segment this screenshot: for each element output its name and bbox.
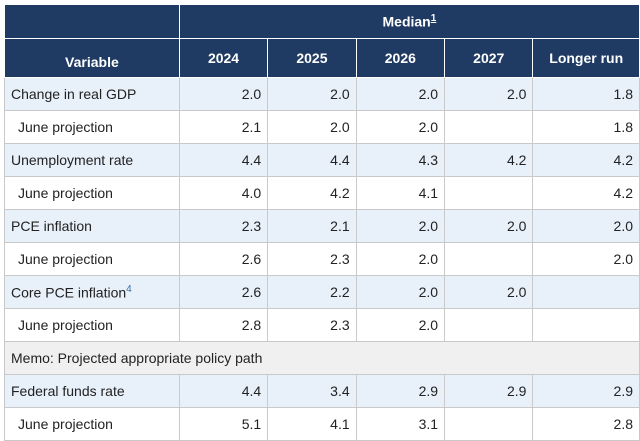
year-header-2026: 2026 bbox=[355, 38, 446, 78]
value-cell: 2.3 bbox=[178, 209, 269, 243]
year-header-2025: 2025 bbox=[267, 38, 357, 78]
value-cell: 2.0 bbox=[355, 77, 446, 111]
value-cell: 4.4 bbox=[267, 143, 357, 177]
table-row: June projection 5.1 4.1 3.1 2.8 bbox=[4, 407, 640, 441]
row-label: June projection bbox=[4, 407, 180, 441]
table-row: June projection 2.6 2.3 2.0 2.0 bbox=[4, 242, 640, 276]
value-cell: 4.2 bbox=[532, 143, 640, 177]
row-label: June projection bbox=[4, 308, 180, 342]
value-cell: 4.4 bbox=[178, 374, 269, 408]
value-cell bbox=[532, 308, 640, 342]
value-cell bbox=[444, 407, 534, 441]
value-cell bbox=[444, 308, 534, 342]
value-cell: 1.8 bbox=[532, 77, 640, 111]
value-cell: 3.1 bbox=[355, 407, 446, 441]
economic-projections-table: Median1 Variable 2024 2025 2026 2027 Lon… bbox=[4, 4, 640, 441]
table-row: Unemployment rate 4.4 4.4 4.3 4.2 4.2 bbox=[4, 143, 640, 177]
row-label: June projection bbox=[4, 110, 180, 144]
value-cell: 2.0 bbox=[355, 110, 446, 144]
table-row: Core PCE inflation4 2.6 2.2 2.0 2.0 bbox=[4, 275, 640, 309]
footnote-link[interactable]: 4 bbox=[126, 283, 132, 295]
value-cell: 4.1 bbox=[267, 407, 357, 441]
median-footnote-link[interactable]: 1 bbox=[430, 13, 437, 25]
table-row: June projection 2.8 2.3 2.0 bbox=[4, 308, 640, 342]
row-label: Change in real GDP bbox=[4, 77, 180, 111]
value-cell: 2.0 bbox=[444, 209, 534, 243]
value-cell: 2.0 bbox=[532, 209, 640, 243]
value-cell: 2.1 bbox=[267, 209, 357, 243]
value-cell: 3.4 bbox=[267, 374, 357, 408]
value-cell: 2.0 bbox=[444, 77, 534, 111]
value-cell: 2.0 bbox=[355, 209, 446, 243]
header-blank-cell bbox=[4, 4, 180, 39]
value-cell: 2.1 bbox=[178, 110, 269, 144]
value-cell: 2.0 bbox=[444, 275, 534, 309]
table-row: Change in real GDP 2.0 2.0 2.0 2.0 1.8 bbox=[4, 77, 640, 111]
value-cell: 2.0 bbox=[267, 110, 357, 144]
table-body: Change in real GDP 2.0 2.0 2.0 2.0 1.8 J… bbox=[4, 77, 640, 441]
value-cell bbox=[444, 242, 534, 276]
value-cell: 4.2 bbox=[267, 176, 357, 210]
value-cell: 2.3 bbox=[267, 308, 357, 342]
row-label-text: Core PCE inflation bbox=[11, 284, 127, 301]
table-row: June projection 2.1 2.0 2.0 1.8 bbox=[4, 110, 640, 144]
memo-row: Memo: Projected appropriate policy path bbox=[4, 341, 640, 375]
value-cell bbox=[444, 176, 534, 210]
value-cell: 2.9 bbox=[355, 374, 446, 408]
row-label: June projection bbox=[4, 176, 180, 210]
value-cell: 2.9 bbox=[532, 374, 640, 408]
value-cell: 5.1 bbox=[178, 407, 269, 441]
variable-header: Variable bbox=[4, 38, 180, 78]
value-cell: 2.3 bbox=[267, 242, 357, 276]
value-cell: 4.1 bbox=[355, 176, 446, 210]
table-row: PCE inflation 2.3 2.1 2.0 2.0 2.0 bbox=[4, 209, 640, 243]
value-cell: 2.6 bbox=[178, 242, 269, 276]
value-cell: 1.8 bbox=[532, 110, 640, 144]
value-cell: 2.8 bbox=[178, 308, 269, 342]
year-header-2027: 2027 bbox=[444, 38, 534, 78]
value-cell: 2.6 bbox=[178, 275, 269, 309]
value-cell: 4.2 bbox=[532, 176, 640, 210]
row-label: Unemployment rate bbox=[4, 143, 180, 177]
value-cell bbox=[444, 110, 534, 144]
value-cell: 2.0 bbox=[178, 77, 269, 111]
median-label: Median bbox=[382, 13, 431, 30]
value-cell: 4.4 bbox=[178, 143, 269, 177]
value-cell: 2.0 bbox=[355, 275, 446, 309]
year-header-longer-run: Longer run bbox=[532, 38, 640, 78]
row-label: Federal funds rate bbox=[4, 374, 180, 408]
value-cell: 4.0 bbox=[178, 176, 269, 210]
value-cell bbox=[532, 275, 640, 309]
memo-label: Memo: Projected appropriate policy path bbox=[4, 341, 640, 375]
row-label: PCE inflation bbox=[4, 209, 180, 243]
value-cell: 2.0 bbox=[355, 242, 446, 276]
row-label: Core PCE inflation4 bbox=[4, 275, 180, 309]
median-header: Median1 bbox=[178, 4, 640, 39]
value-cell: 2.0 bbox=[355, 308, 446, 342]
value-cell: 4.3 bbox=[355, 143, 446, 177]
year-header-2024: 2024 bbox=[178, 38, 269, 78]
value-cell: 2.8 bbox=[532, 407, 640, 441]
value-cell: 2.0 bbox=[532, 242, 640, 276]
table-row: Federal funds rate 4.4 3.4 2.9 2.9 2.9 bbox=[4, 374, 640, 408]
value-cell: 4.2 bbox=[444, 143, 534, 177]
table-row: June projection 4.0 4.2 4.1 4.2 bbox=[4, 176, 640, 210]
row-label: June projection bbox=[4, 242, 180, 276]
table-header: Median1 Variable 2024 2025 2026 2027 Lon… bbox=[4, 4, 640, 78]
value-cell: 2.2 bbox=[267, 275, 357, 309]
value-cell: 2.0 bbox=[267, 77, 357, 111]
value-cell: 2.9 bbox=[444, 374, 534, 408]
